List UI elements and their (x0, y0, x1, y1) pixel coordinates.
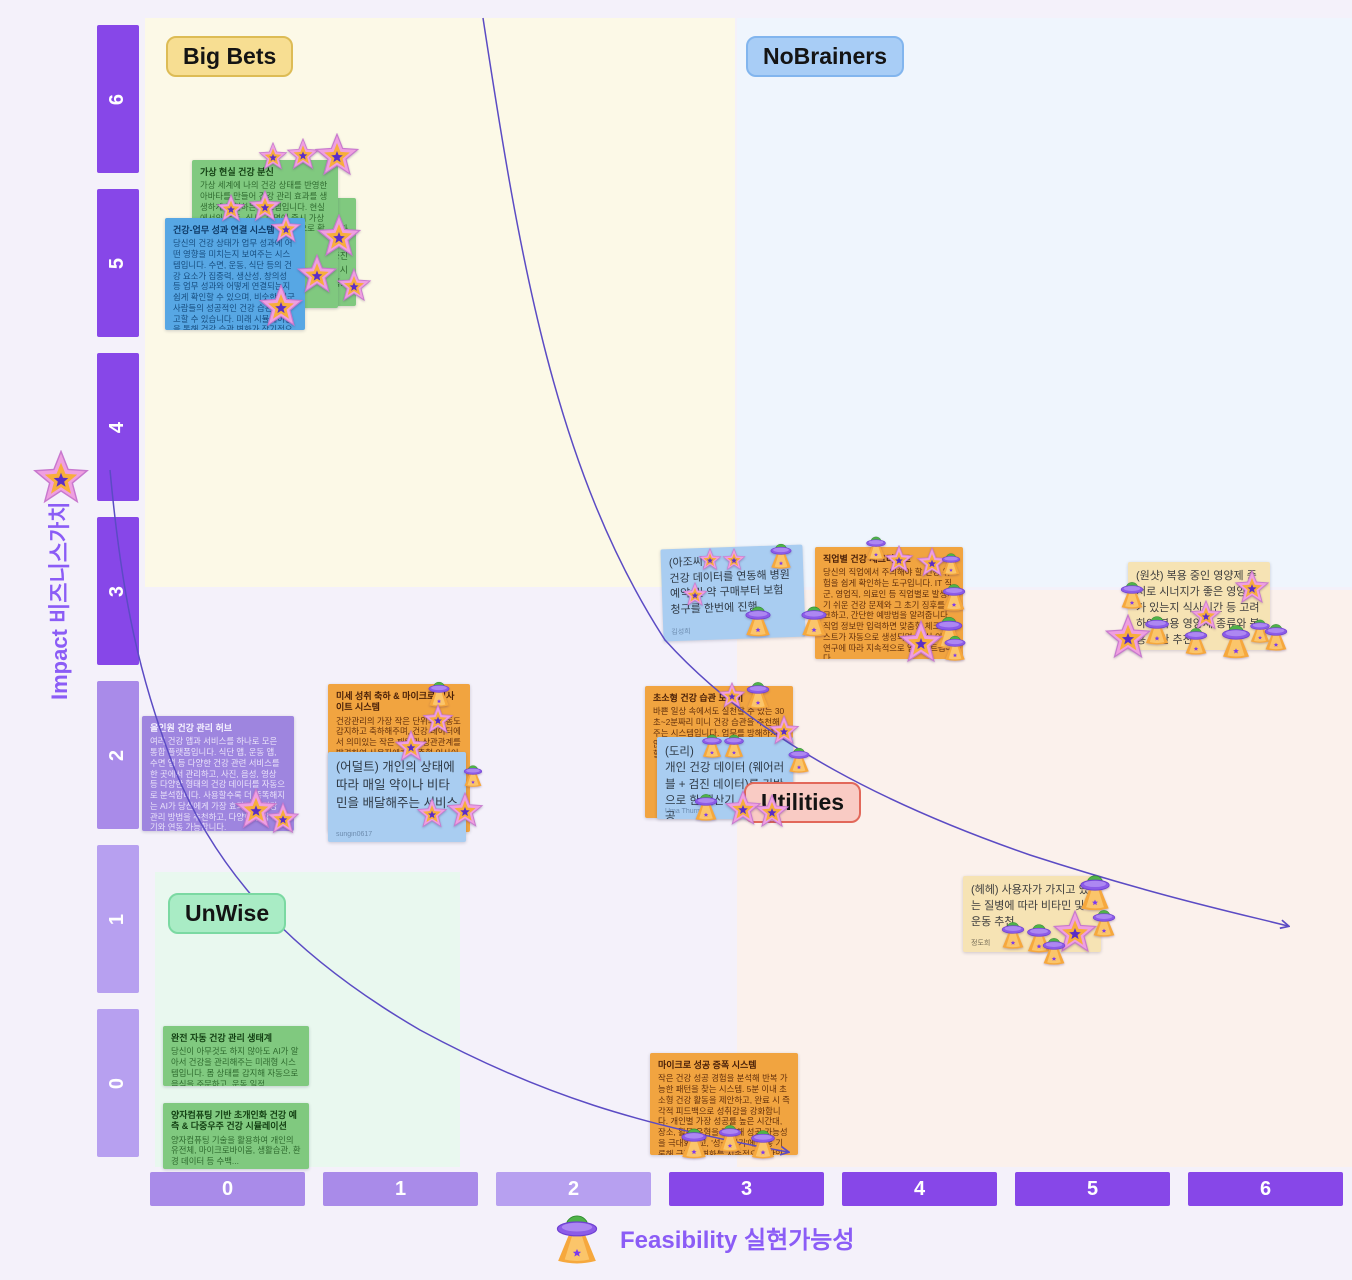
y-axis-tick-6: 6 (97, 25, 139, 173)
star-sticker[interactable] (898, 620, 944, 666)
star-sticker[interactable] (698, 548, 722, 572)
x-axis-tick-3: 3 (669, 1172, 824, 1206)
star-sticker[interactable] (314, 133, 360, 179)
note-body: 양자컴퓨팅 기술을 활용하여 개인의 유전체, 마이크로바이옴, 생활습관, 환… (171, 1134, 301, 1167)
ufo-sticker[interactable] (938, 550, 964, 576)
ufo-sticker[interactable] (690, 790, 722, 822)
note-title: 가상 현실 건강 분신 (200, 167, 274, 177)
ufo-sticker[interactable] (1038, 934, 1070, 966)
note-author: 정도희 (971, 940, 991, 947)
ufo-sticker[interactable] (1140, 612, 1174, 646)
x-axis-tick-6: 6 (1188, 1172, 1343, 1206)
x-axis-label-group: Feasibility 실현가능성 (548, 1208, 854, 1266)
ufo-sticker[interactable] (714, 1121, 746, 1153)
ufo-sticker[interactable] (720, 731, 748, 759)
x-axis-tick-1: 1 (323, 1172, 478, 1206)
note-title: 완전 자동 건강 관리 생태계 (171, 1033, 273, 1043)
star-sticker[interactable] (394, 730, 428, 764)
ufo-sticker[interactable] (460, 762, 486, 788)
x-axis-tick-4: 4 (842, 1172, 997, 1206)
ufo-sticker[interactable] (1180, 624, 1212, 656)
star-sticker[interactable] (446, 792, 484, 830)
x-axis-tick-0: 0 (150, 1172, 305, 1206)
note-quantum-simulation[interactable]: 양자컴퓨팅 기반 초개인화 건강 예측 & 다중우주 건강 시뮬레이션 양자컴퓨팅… (163, 1103, 309, 1169)
star-sticker[interactable] (416, 798, 448, 830)
ufo-sticker[interactable] (766, 540, 796, 570)
ufo-sticker[interactable] (997, 918, 1029, 950)
ufo-sticker[interactable] (746, 1126, 780, 1160)
star-sticker[interactable] (754, 794, 790, 830)
quadrant-label-unwise[interactable]: UnWise (168, 893, 287, 934)
ufo-sticker[interactable] (1116, 578, 1148, 610)
ufo-sticker[interactable] (1260, 620, 1292, 652)
star-sticker[interactable] (216, 194, 246, 224)
ufo-sticker[interactable] (742, 678, 774, 710)
star-sticker[interactable] (258, 142, 288, 172)
note-author: sungin0617 (336, 831, 373, 838)
note-title: 올인원 건강 관리 허브 (150, 723, 233, 733)
star-sticker[interactable] (722, 548, 746, 572)
ufo-sticker[interactable] (940, 632, 970, 662)
star-sticker[interactable] (266, 802, 300, 836)
y-axis-tick-1: 1 (97, 845, 139, 993)
ufo-sticker[interactable] (784, 744, 814, 774)
note-title: 양자컴퓨팅 기반 초개인화 건강 예측 & 다중우주 건강 시뮬레이션 (171, 1110, 297, 1132)
star-sticker[interactable] (682, 582, 708, 608)
x-axis-label: Feasibility 실현가능성 (620, 1226, 855, 1254)
y-axis-tick-2: 2 (97, 681, 139, 829)
y-axis-tick-4: 4 (97, 353, 139, 501)
star-sticker[interactable] (336, 268, 372, 304)
y-axis-tick-5: 5 (97, 189, 139, 337)
quadrant-label-nobrainers[interactable]: NoBrainers (746, 36, 904, 77)
x-axis-tick-5: 5 (1015, 1172, 1170, 1206)
note-body: 당신이 아무것도 하지 않아도 AI가 알아서 건강을 관리해주는 미래형 시스… (171, 1046, 299, 1086)
star-sticker[interactable] (1234, 570, 1270, 606)
star-sticker[interactable] (270, 213, 302, 245)
y-axis-tick-0: 0 (97, 1009, 139, 1157)
feasibility-ufo-icon (548, 1208, 606, 1266)
ufo-sticker[interactable] (938, 580, 970, 612)
impact-star-icon (32, 450, 90, 508)
note-title: 마이크로 성공 증폭 시스템 (658, 1060, 757, 1070)
quadrant-label-big-bets[interactable]: Big Bets (166, 36, 294, 77)
star-sticker[interactable] (258, 284, 304, 330)
ufo-sticker[interactable] (740, 602, 776, 638)
ufo-sticker[interactable] (676, 1124, 712, 1160)
note-title: 건강-업무 성과 연결 시스템 (173, 225, 275, 235)
y-axis-label: Impact 비즈니스가치 (47, 501, 72, 700)
quadrant-nobrainers-bg (737, 18, 1352, 587)
star-sticker[interactable] (884, 545, 914, 575)
note-author: 김성희 (671, 628, 691, 637)
star-sticker[interactable] (768, 715, 800, 747)
x-axis-tick-2: 2 (496, 1172, 651, 1206)
ufo-sticker[interactable] (796, 602, 832, 638)
y-axis-tick-3: 3 (97, 517, 139, 665)
